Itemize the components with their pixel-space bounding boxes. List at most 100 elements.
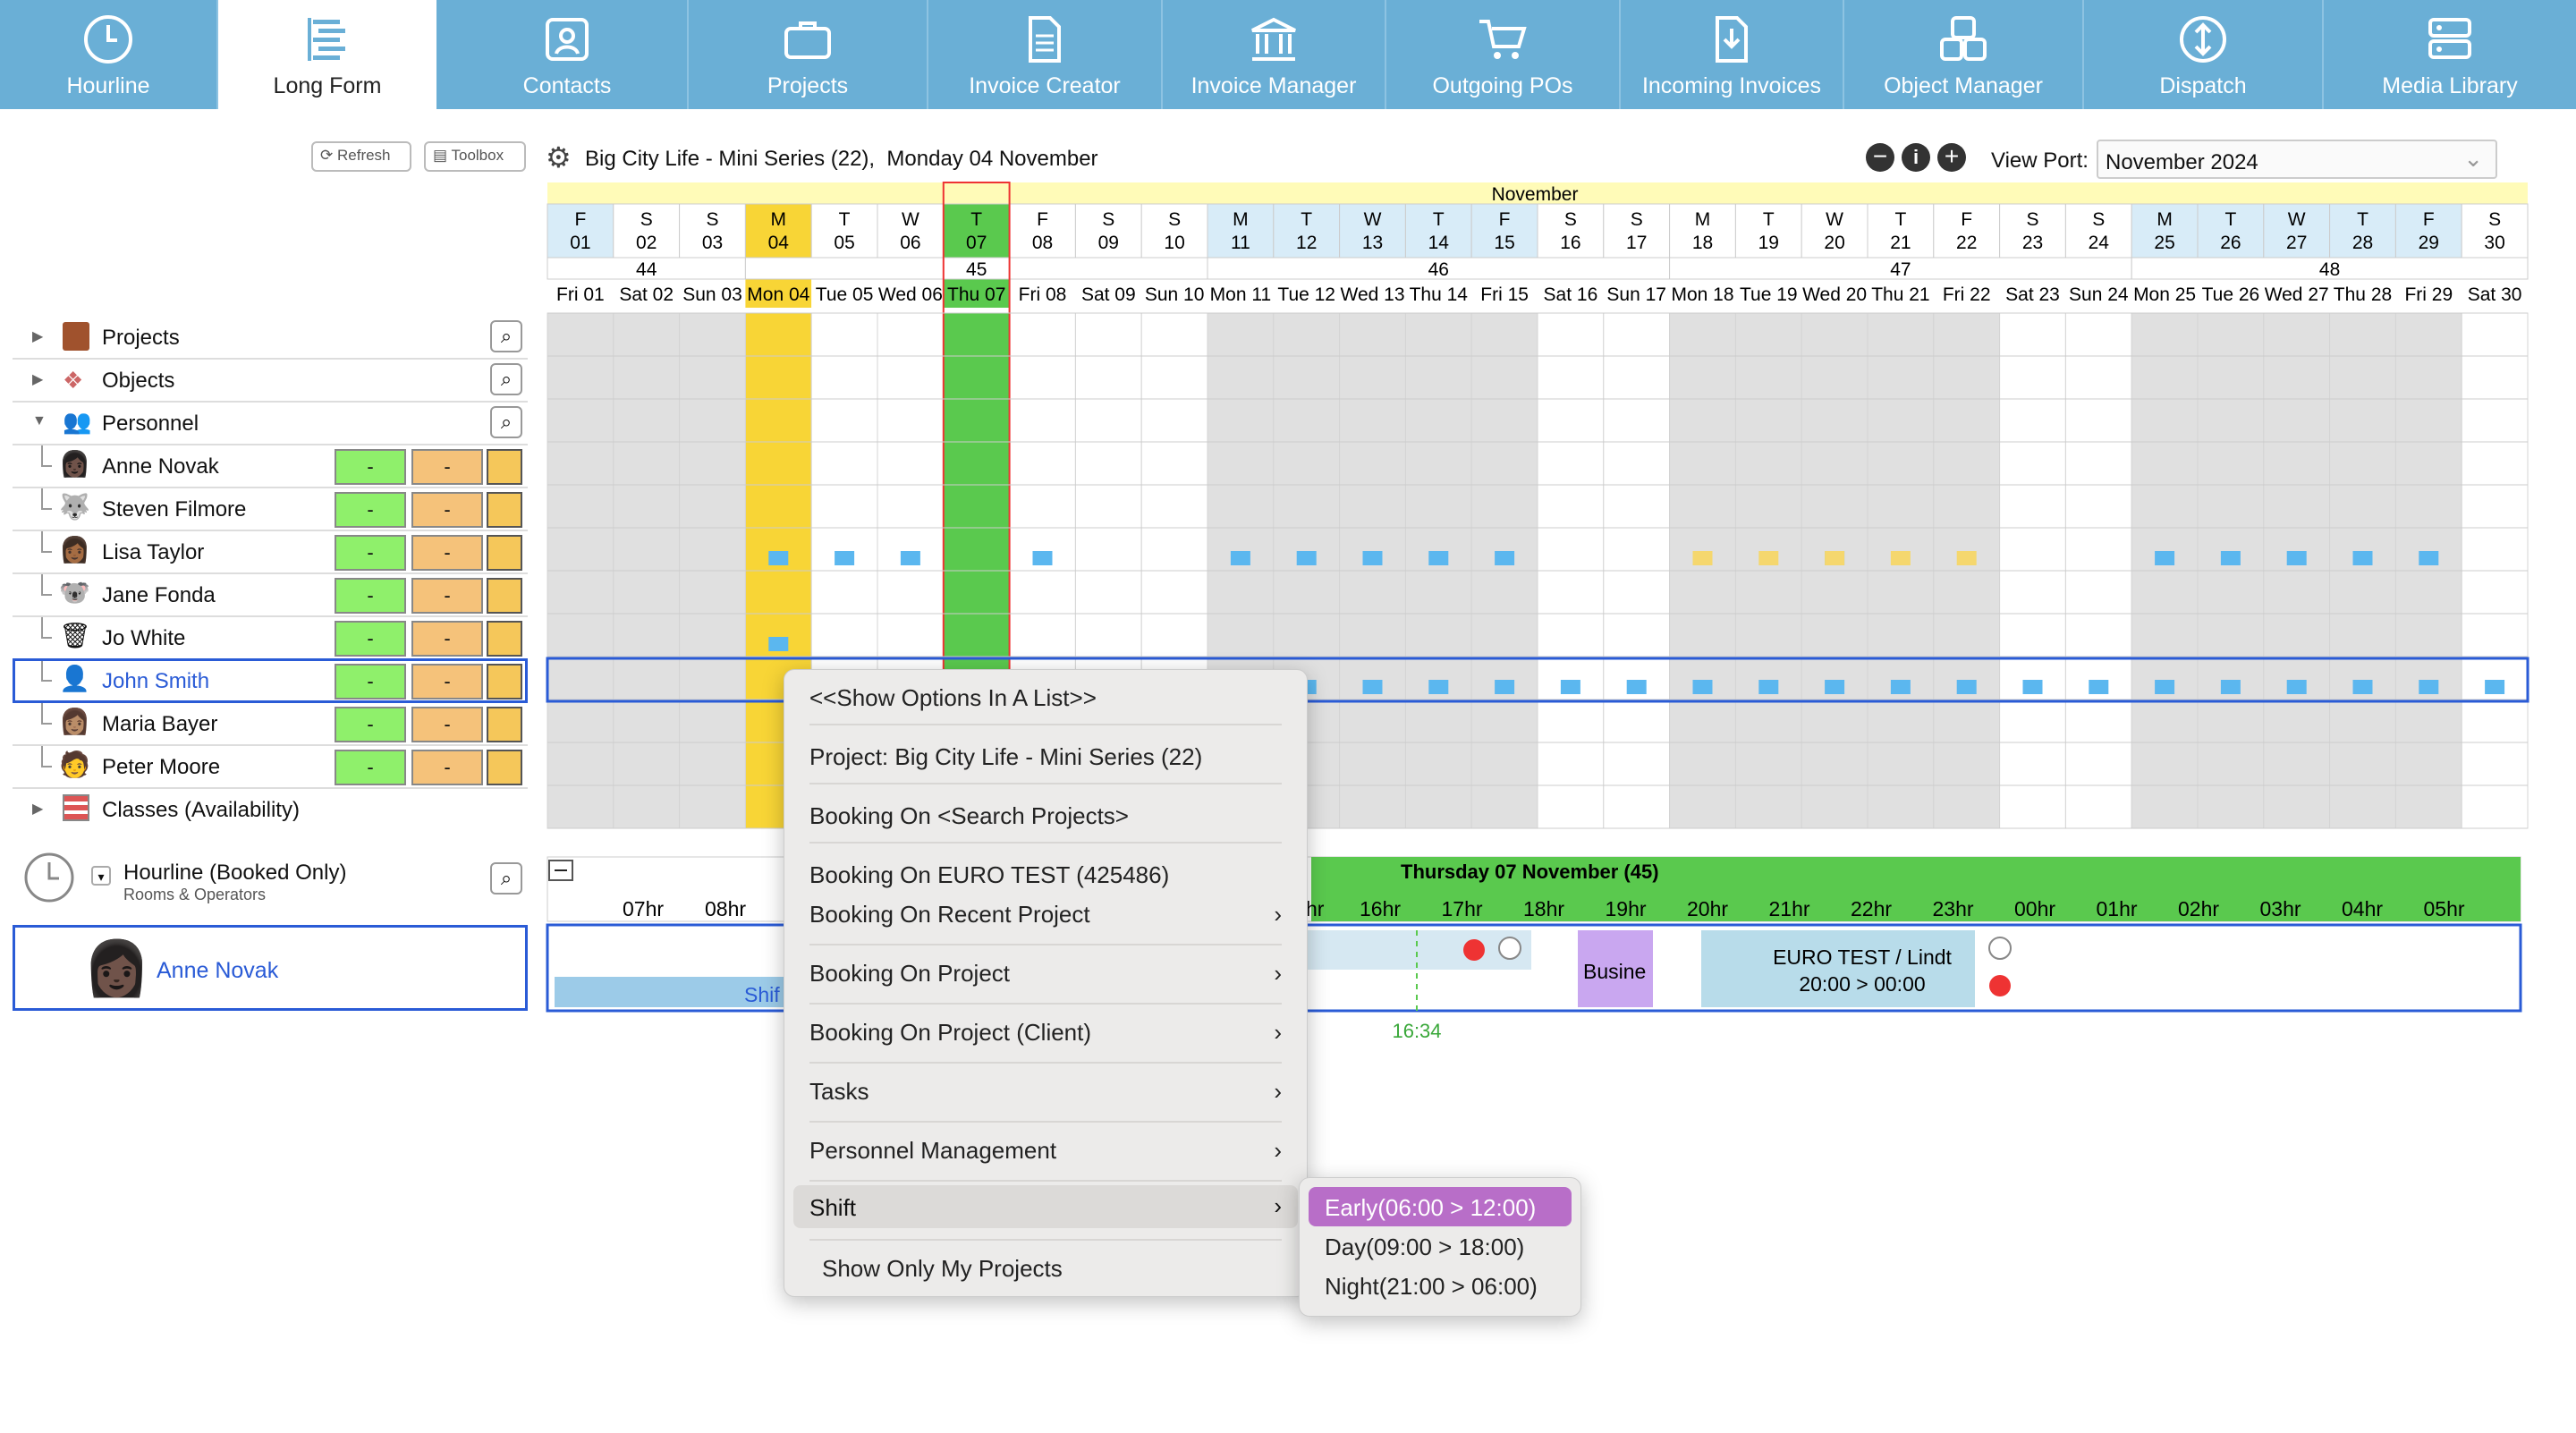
dropdown-icon[interactable]: ▾ <box>91 866 111 886</box>
availability-orange[interactable]: - <box>411 621 483 657</box>
availability-orange[interactable]: - <box>411 707 483 742</box>
booking-mark[interactable] <box>1692 551 1713 565</box>
booking-mark[interactable] <box>1560 680 1580 694</box>
day-header-cell[interactable] <box>1140 203 1208 259</box>
notebook-icon[interactable] <box>487 750 522 785</box>
availability-orange[interactable]: - <box>411 750 483 785</box>
expand-arrow-icon[interactable]: ▶ <box>32 801 44 817</box>
tab-incoming-invoices[interactable]: Incoming Invoices <box>1621 0 1844 109</box>
booking-mark[interactable] <box>2155 680 2175 694</box>
availability-green[interactable]: - <box>335 535 406 571</box>
booking-mark[interactable] <box>1692 680 1713 694</box>
person-row[interactable]: 🐺 Steven Filmore - - <box>13 488 528 531</box>
tab-object-manager[interactable]: Object Manager <box>1844 0 2084 109</box>
menu-item-show-only-my-projects[interactable]: Show Only My Projects <box>822 1255 1282 1283</box>
day-header-cell[interactable] <box>1207 203 1275 259</box>
booking-mark[interactable] <box>2352 680 2373 694</box>
person-row[interactable]: 👩🏿 Anne Novak - - <box>13 445 528 488</box>
person-row[interactable]: 👩🏽 Maria Bayer - - <box>13 703 528 746</box>
tab-invoice-manager[interactable]: Invoice Manager <box>1163 0 1386 109</box>
day-header-cell[interactable] <box>1074 203 1142 259</box>
day-header-cell[interactable] <box>2394 203 2462 259</box>
viewport-select[interactable]: November 2024 ⌄ <box>2097 140 2497 179</box>
tab-dispatch[interactable]: Dispatch <box>2084 0 2324 109</box>
search-icon[interactable]: ⌕ <box>490 862 522 895</box>
booking-mark[interactable] <box>835 551 855 565</box>
info-icon[interactable]: i <box>1902 143 1930 172</box>
expand-arrow-icon[interactable]: ▶ <box>32 372 44 387</box>
day-header-cell[interactable] <box>2461 203 2529 259</box>
booking-mark[interactable] <box>1230 551 1250 565</box>
availability-orange[interactable]: - <box>411 449 483 485</box>
booking-mark[interactable] <box>1428 680 1449 694</box>
menu-item-booking-search[interactable]: Booking On <Search Projects> <box>809 802 1282 830</box>
booking-mark[interactable] <box>1296 551 1317 565</box>
booking-mark[interactable] <box>1362 680 1383 694</box>
availability-orange[interactable]: - <box>411 578 483 614</box>
availability-green[interactable]: - <box>335 492 406 528</box>
tree-classes[interactable]: ▶ Classes (Availability) <box>13 789 528 832</box>
day-header-cell[interactable] <box>1603 203 1671 259</box>
availability-green[interactable]: - <box>335 664 406 700</box>
day-header-cell[interactable] <box>2064 203 2132 259</box>
refresh-button[interactable]: ⟳ Refresh <box>311 141 411 172</box>
booking-mark[interactable] <box>2022 680 2043 694</box>
day-header-cell[interactable] <box>613 203 681 259</box>
notebook-icon[interactable] <box>487 449 522 485</box>
booking-mark[interactable] <box>1758 680 1779 694</box>
day-header-cell[interactable] <box>1669 203 1736 259</box>
availability-green[interactable]: - <box>335 621 406 657</box>
menu-item-project[interactable]: Project: Big City Life - Mini Series (22… <box>809 743 1282 771</box>
booking-mark[interactable] <box>1825 680 1845 694</box>
menu-item-tasks[interactable]: Tasks › <box>809 1078 1282 1106</box>
booking-mark[interactable] <box>2089 680 2109 694</box>
day-header-cell[interactable] <box>547 203 614 259</box>
toolbox-button[interactable]: ▤ Toolbox <box>424 141 526 172</box>
availability-green[interactable]: - <box>335 750 406 785</box>
tree-objects[interactable]: ▶ ❖ Objects ⌕ <box>13 360 528 403</box>
booking-mark[interactable] <box>1362 551 1383 565</box>
day-header-cell[interactable] <box>1801 203 1868 259</box>
day-header-cell[interactable] <box>744 203 812 259</box>
shift-block-right[interactable] <box>1306 930 1531 970</box>
tab-projects[interactable]: Projects <box>689 0 928 109</box>
search-icon[interactable]: ⌕ <box>490 320 522 352</box>
day-header-cell[interactable] <box>1470 203 1538 259</box>
booking-mark[interactable] <box>1956 680 1977 694</box>
booking-mark[interactable] <box>1825 551 1845 565</box>
add-icon[interactable] <box>1988 937 2012 960</box>
booking-mark[interactable] <box>2419 551 2439 565</box>
search-icon[interactable]: ⌕ <box>490 406 522 438</box>
booking-mark[interactable] <box>2352 551 2373 565</box>
booking-mark[interactable] <box>1890 551 1911 565</box>
person-row[interactable]: 👩🏾 Lisa Taylor - - <box>13 531 528 574</box>
booking-mark[interactable] <box>2286 551 2307 565</box>
shift-early[interactable]: Early(06:00 > 12:00) <box>1309 1187 1572 1226</box>
booking-mark[interactable] <box>1495 551 1515 565</box>
add-icon[interactable] <box>1498 937 1521 960</box>
person-row[interactable]: 🐨 Jane Fonda - - <box>13 574 528 617</box>
booking-mark[interactable] <box>1626 680 1647 694</box>
booking-mark[interactable] <box>768 551 789 565</box>
day-header-cell[interactable] <box>1339 203 1406 259</box>
booking-mark[interactable] <box>2419 680 2439 694</box>
availability-green[interactable]: - <box>335 578 406 614</box>
business-block[interactable] <box>1578 930 1653 1007</box>
booking-mark[interactable] <box>900 551 920 565</box>
notebook-icon[interactable] <box>487 492 522 528</box>
expand-arrow-icon[interactable]: ▶ <box>32 329 44 344</box>
availability-green[interactable]: - <box>335 449 406 485</box>
menu-item-show-list[interactable]: <<Show Options In A List>> <box>809 684 1282 712</box>
menu-item-booking-project-client[interactable]: Booking On Project (Client) › <box>809 1019 1282 1047</box>
tab-contacts[interactable]: Contacts <box>447 0 689 109</box>
booking-mark[interactable] <box>2485 680 2505 694</box>
booking-mark[interactable] <box>2286 680 2307 694</box>
booking-mark[interactable] <box>1956 551 1977 565</box>
shift-night[interactable]: Night(21:00 > 06:00) <box>1309 1266 1572 1305</box>
availability-orange[interactable]: - <box>411 664 483 700</box>
hourline-person-row[interactable]: 👩🏿 Anne Novak <box>13 925 528 1011</box>
tab-invoice-creator[interactable]: Invoice Creator <box>928 0 1163 109</box>
tree-projects[interactable]: ▶ Projects ⌕ <box>13 317 528 360</box>
menu-item-shift[interactable]: Shift › <box>793 1185 1298 1228</box>
search-icon[interactable]: ⌕ <box>490 363 522 395</box>
